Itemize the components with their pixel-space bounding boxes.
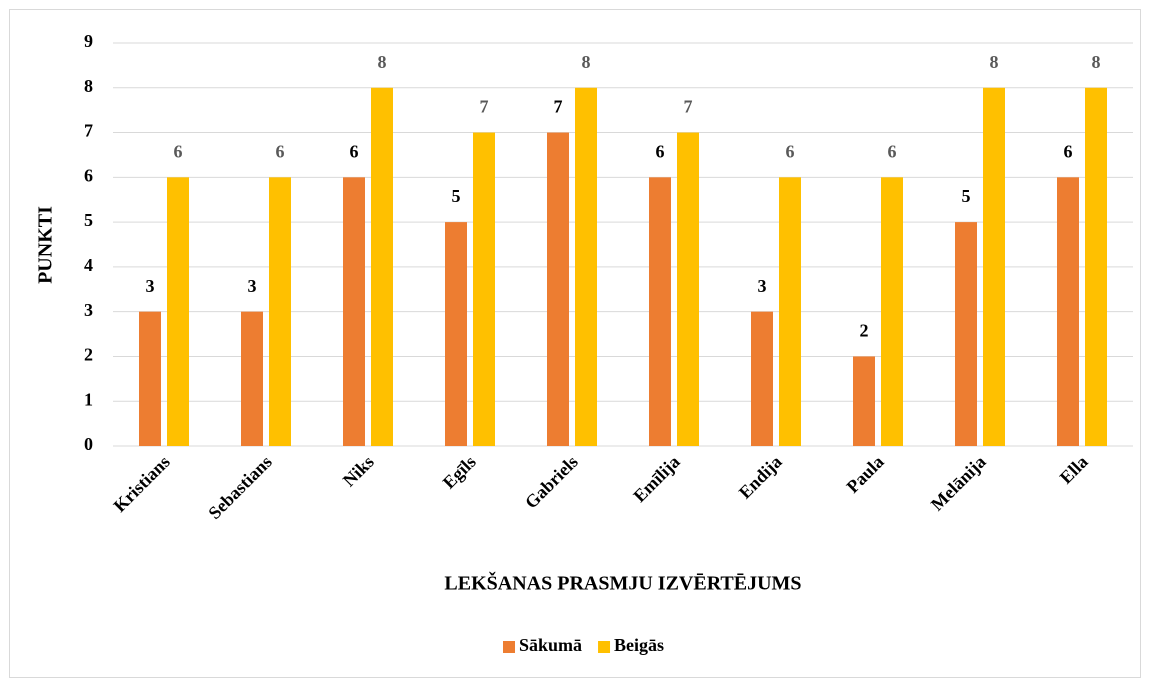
bar: [677, 132, 699, 447]
data-label: 6: [174, 141, 183, 161]
bar: [881, 177, 903, 447]
bar: [269, 177, 291, 447]
data-label: 6: [276, 141, 285, 161]
data-label: 7: [480, 97, 489, 117]
data-label: 6: [1064, 141, 1073, 161]
bar: [649, 177, 671, 447]
data-label: 7: [554, 97, 563, 117]
bar: [167, 177, 189, 447]
legend-swatch: [598, 641, 611, 653]
bar: [445, 222, 467, 446]
legend-swatch: [503, 641, 515, 653]
y-tick-label: 5: [84, 210, 93, 230]
data-label: 6: [656, 141, 665, 161]
data-label: 5: [452, 186, 461, 206]
bar: [751, 311, 773, 446]
bar: [853, 356, 875, 446]
legend-label: Sākumā: [519, 635, 582, 655]
data-label: 5: [962, 186, 971, 206]
y-tick-label: 2: [84, 345, 93, 365]
bar: [371, 87, 393, 447]
bar: [139, 311, 161, 446]
data-label: 7: [684, 97, 693, 117]
y-tick-label: 0: [84, 434, 93, 454]
data-label: 6: [350, 141, 359, 161]
bar: [1057, 177, 1079, 447]
bar: [575, 87, 597, 447]
data-label: 3: [758, 276, 767, 296]
y-tick-label: 3: [84, 300, 93, 320]
y-tick-label: 8: [84, 76, 93, 96]
y-tick-label: 9: [84, 31, 93, 51]
data-label: 8: [990, 52, 999, 72]
y-tick-label: 6: [84, 165, 93, 185]
bar: [983, 87, 1005, 447]
data-label: 6: [888, 141, 897, 161]
x-axis-title: LEKŠANAS PRASMJU IZVĒRTĒJUMS: [444, 571, 801, 595]
bar: [955, 222, 977, 446]
bar: [547, 132, 569, 447]
y-tick-label: 4: [84, 255, 93, 275]
bar: [473, 132, 495, 447]
bar: [241, 311, 263, 446]
data-label: 2: [860, 321, 869, 341]
y-tick-label: 1: [84, 389, 93, 409]
data-label: 8: [378, 52, 387, 72]
data-label: 3: [146, 276, 155, 296]
bar: [1085, 87, 1107, 447]
data-label: 8: [582, 52, 591, 72]
y-tick-label: 7: [84, 121, 93, 141]
data-label: 3: [248, 276, 257, 296]
legend-label: Beigās: [614, 635, 664, 655]
y-axis-title: PUNKTI: [35, 206, 57, 284]
data-label: 8: [1092, 52, 1101, 72]
bar: [343, 177, 365, 447]
bar: [779, 177, 801, 447]
data-label: 6: [786, 141, 795, 161]
